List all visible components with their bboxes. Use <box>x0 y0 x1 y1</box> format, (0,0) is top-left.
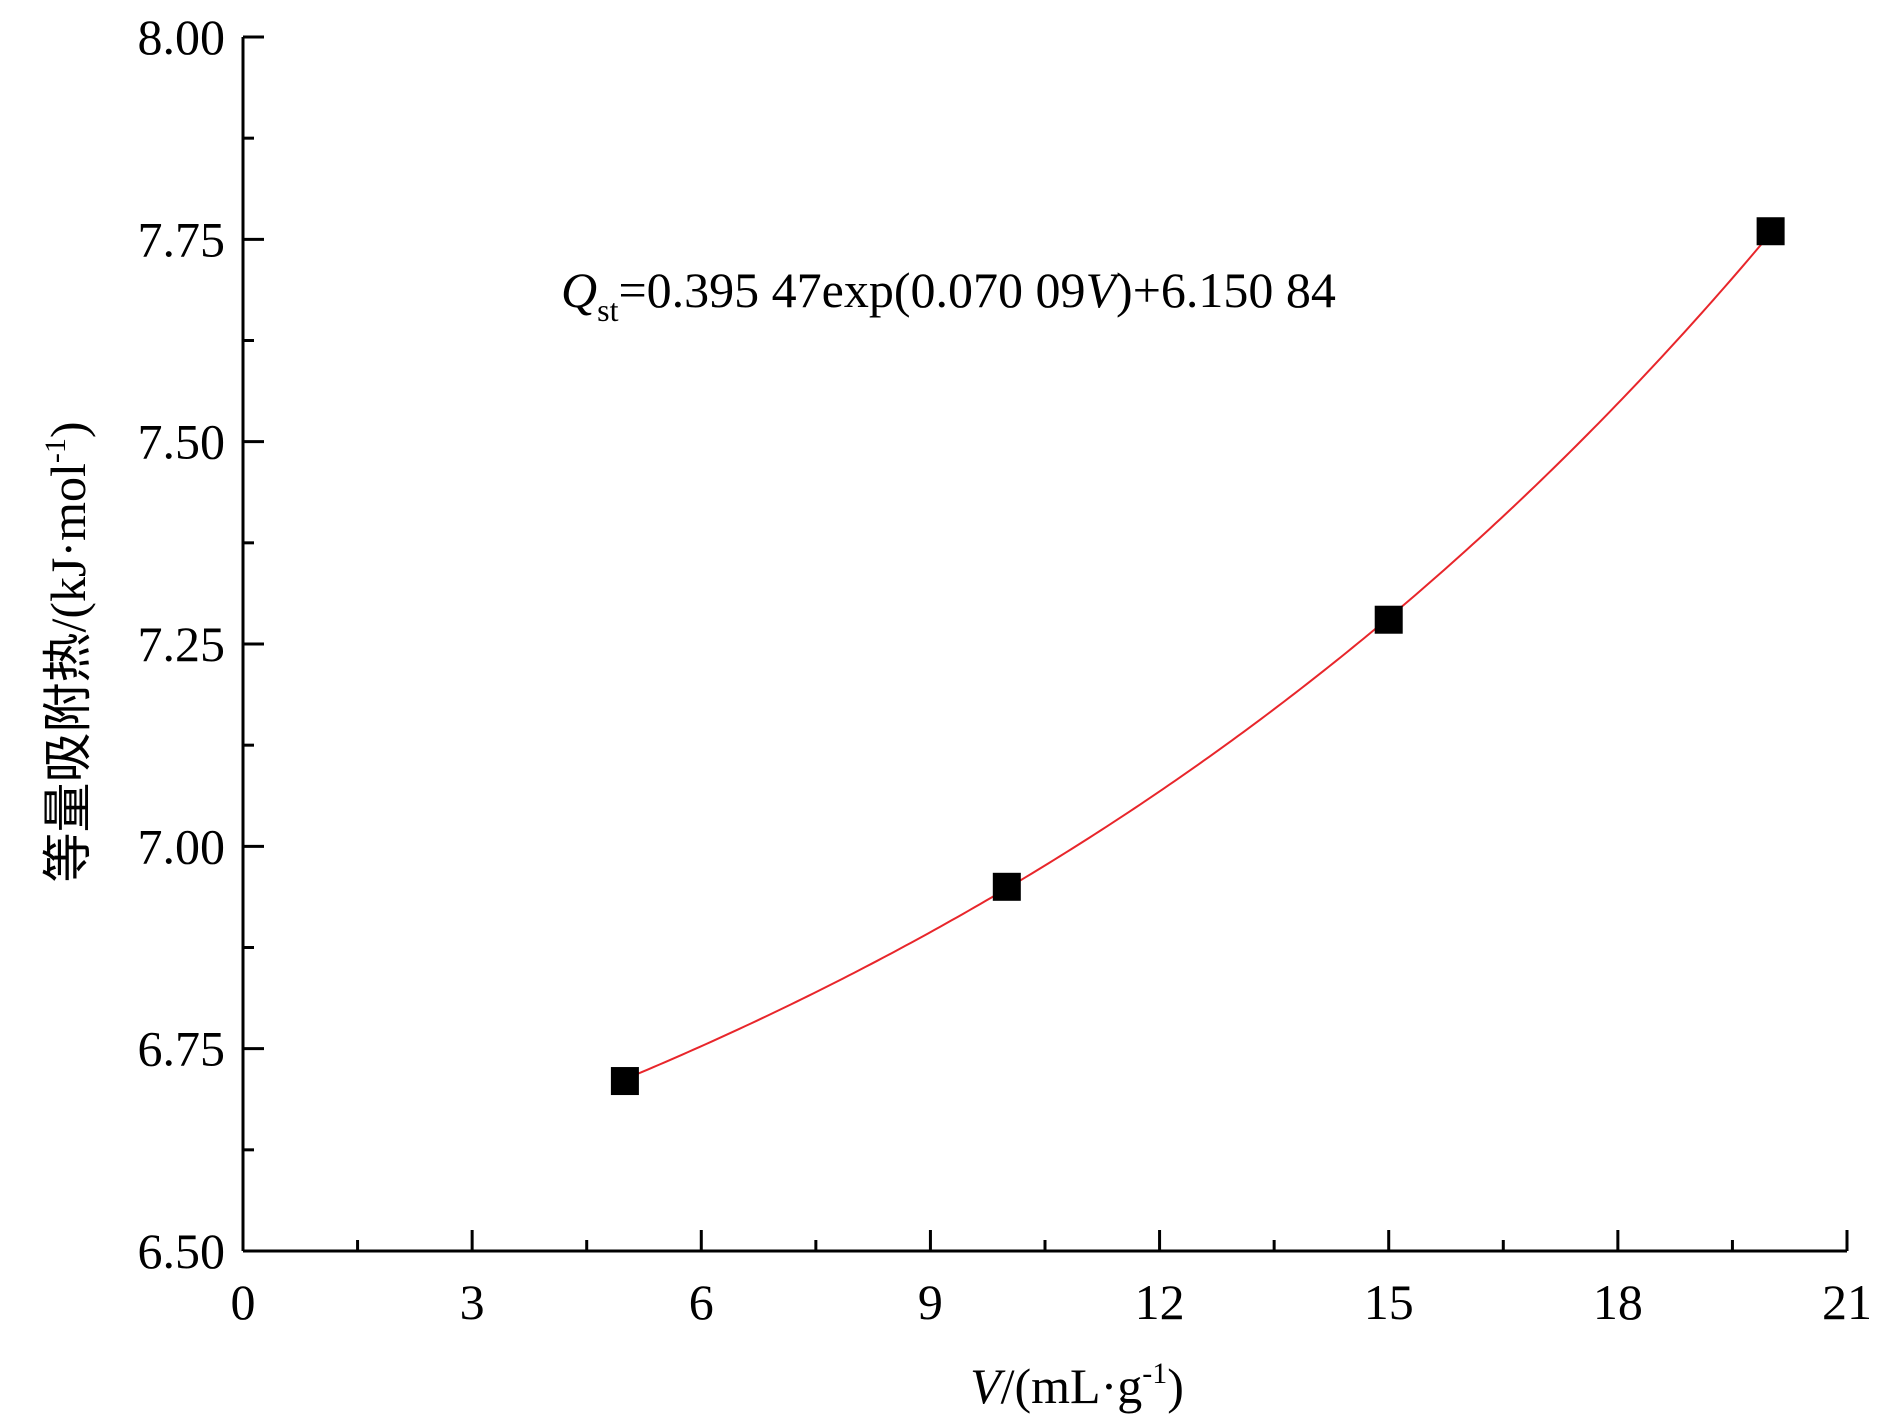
data-point-square <box>1756 217 1785 246</box>
y-tick-label: 7.00 <box>138 818 226 874</box>
axes: 0 3 6 9 12 15 18 21 6.50 6.75 7.00 7.25 7.50 7.75 8.00 <box>138 9 1873 1330</box>
x-axis-title: V/(mL·g-1) <box>970 1357 1184 1414</box>
x-tick-label: 21 <box>1822 1274 1872 1330</box>
y-tick-label: 8.00 <box>138 9 226 65</box>
x-tick-label: 18 <box>1593 1274 1643 1330</box>
y-tick-label: 6.75 <box>138 1021 226 1077</box>
x-tick-label: 6 <box>689 1274 714 1330</box>
data-point-square <box>992 872 1021 901</box>
y-axis-title: 等量吸附热/(kJ·mol-1) <box>39 421 96 882</box>
x-tick-label: 12 <box>1135 1274 1185 1330</box>
fit-layer <box>624 232 1772 1081</box>
y-tick-label: 7.25 <box>138 616 226 672</box>
x-tick-label: 0 <box>231 1274 256 1330</box>
x-tick-label: 3 <box>460 1274 485 1330</box>
y-tick-label: 7.75 <box>138 211 226 267</box>
data-point-square <box>610 1067 639 1096</box>
x-tick-label: 9 <box>918 1274 943 1330</box>
y-tick-label: 7.50 <box>138 414 226 470</box>
data-points <box>610 217 1785 1096</box>
x-tick-label: 15 <box>1364 1274 1414 1330</box>
y-tick-label: 6.50 <box>138 1223 226 1279</box>
data-point-square <box>1374 605 1403 634</box>
fit-curve <box>624 232 1772 1081</box>
fit-equation: Qst=0.395 47exp(0.070 09V)+6.150 84 <box>561 262 1336 328</box>
